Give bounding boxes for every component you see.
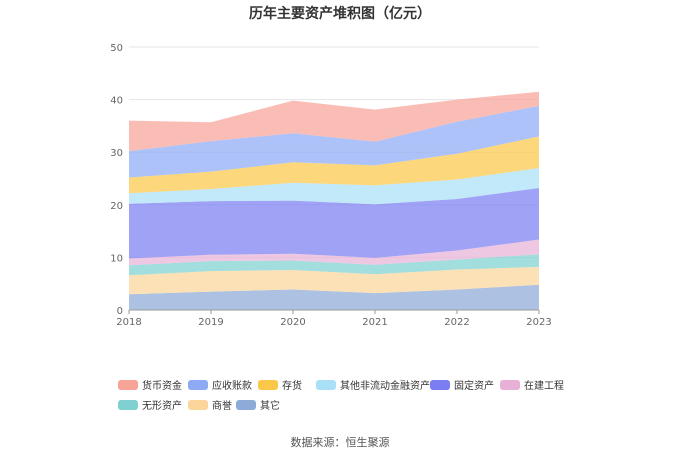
x-tick-label: 2022 xyxy=(444,317,469,328)
legend-label: 其他非流动金融资产 xyxy=(340,379,430,392)
legend-item[interactable]: 货币资金 xyxy=(118,379,182,392)
legend-label: 其它 xyxy=(260,399,280,412)
legend-label: 在建工程 xyxy=(524,379,564,392)
chart-title: 历年主要资产堆积图（亿元） xyxy=(249,5,431,22)
y-tick-label: 10 xyxy=(110,253,123,264)
legend-swatch xyxy=(316,380,336,390)
legend-swatch xyxy=(118,380,138,390)
x-tick-label: 2018 xyxy=(116,317,141,328)
data-source-note: 数据来源：恒生聚源 xyxy=(291,435,390,449)
legend-swatch xyxy=(118,400,138,410)
x-tick-label: 2023 xyxy=(526,317,551,328)
axes: 0 10 20 30 40 50 2018 2019 2020 2021 2022 2023 xyxy=(110,43,551,328)
legend-item[interactable]: 其他非流动金融资产 xyxy=(316,379,430,392)
legend-item[interactable]: 存货 xyxy=(258,379,302,392)
legend-swatch xyxy=(236,400,256,410)
area-series-5 xyxy=(129,167,539,205)
legend-swatch xyxy=(258,380,278,390)
x-tick-label: 2021 xyxy=(362,317,387,328)
area-series-4 xyxy=(129,187,539,259)
area-series-8 xyxy=(129,91,539,152)
legend-label: 商誉 xyxy=(212,399,232,412)
legend-item[interactable]: 商誉 xyxy=(188,399,232,412)
area-series-6 xyxy=(129,136,539,194)
legend-label: 固定资产 xyxy=(454,379,494,392)
area-series-2 xyxy=(129,254,539,276)
legend-swatch xyxy=(500,380,520,390)
y-tick-label: 40 xyxy=(110,96,123,107)
area-series-0 xyxy=(129,284,539,310)
legend-item[interactable]: 应收账款 xyxy=(188,379,252,392)
legend-label: 无形资产 xyxy=(142,399,182,412)
x-tick-label: 2020 xyxy=(280,317,305,328)
area-series-3 xyxy=(129,239,539,266)
y-tick-label: 20 xyxy=(110,201,123,212)
y-tick-label: 30 xyxy=(110,148,123,159)
legend-label: 货币资金 xyxy=(142,379,182,392)
area-series-1 xyxy=(129,266,539,295)
y-tick-label: 0 xyxy=(117,306,123,317)
legend-item[interactable]: 其它 xyxy=(236,399,280,412)
area-series-7 xyxy=(129,105,539,178)
legend-label: 应收账款 xyxy=(212,379,252,392)
legend-swatch xyxy=(188,380,208,390)
legend-swatch xyxy=(430,380,450,390)
legend-item[interactable]: 固定资产 xyxy=(430,379,494,392)
area-series xyxy=(129,91,539,310)
x-tick-label: 2019 xyxy=(198,317,223,328)
legend-swatch xyxy=(188,400,208,410)
legend-item[interactable]: 在建工程 xyxy=(500,379,564,392)
legend-item[interactable]: 无形资产 xyxy=(118,399,182,412)
y-tick-label: 50 xyxy=(110,43,123,54)
legend-label: 存货 xyxy=(282,379,302,392)
